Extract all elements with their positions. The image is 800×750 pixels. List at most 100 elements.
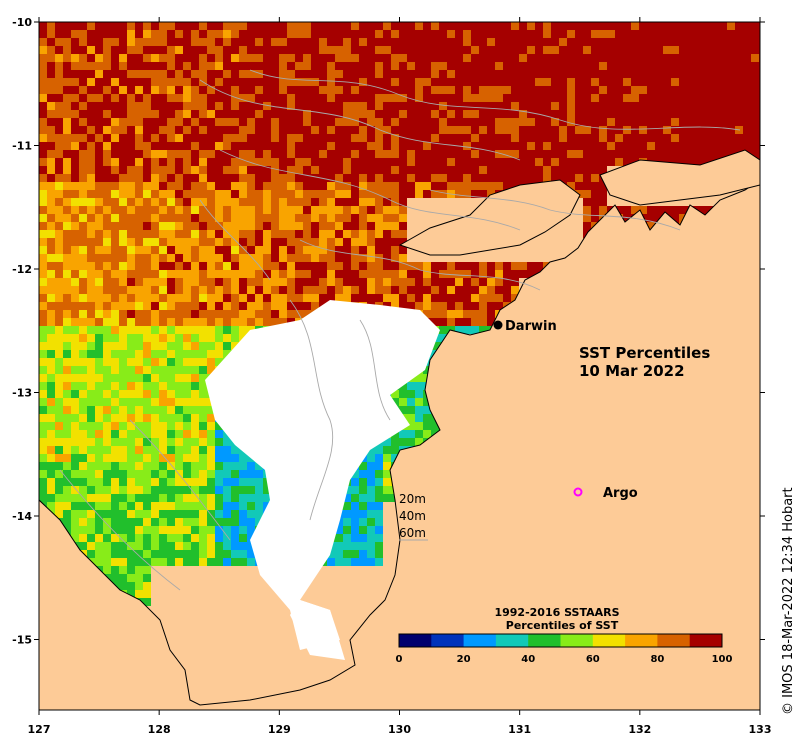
sst-cell [391,222,399,230]
sst-cell [143,510,151,518]
sst-cell [407,190,415,198]
sst-cell [151,334,159,342]
sst-cell [183,270,191,278]
sst-cell [143,566,151,574]
sst-cell [383,454,391,462]
sst-cell [199,166,207,174]
sst-cell [47,110,55,118]
sst-cell [311,102,319,110]
sst-cell [247,478,255,486]
sst-cell [135,46,143,54]
sst-cell [447,278,455,286]
sst-cell [415,118,423,126]
sst-cell [503,278,511,286]
sst-cell [391,54,399,62]
sst-cell [159,294,167,302]
sst-cell [527,46,535,54]
sst-cell [631,142,639,150]
sst-cell [375,246,383,254]
sst-cell [671,22,679,30]
sst-cell [71,30,79,38]
sst-cell [423,430,431,438]
sst-cell [151,142,159,150]
sst-cell [143,270,151,278]
sst-cell [263,190,271,198]
sst-cell [223,238,231,246]
sst-cell [543,22,551,30]
sst-cell [583,54,591,62]
sst-cell [279,230,287,238]
sst-cell [271,158,279,166]
sst-cell [159,30,167,38]
x-tick-label: 127 [28,723,51,736]
sst-cell [95,230,103,238]
sst-cell [303,174,311,182]
sst-cell [351,278,359,286]
sst-cell [175,302,183,310]
sst-cell [255,238,263,246]
sst-cell [191,174,199,182]
sst-cell [119,238,127,246]
sst-cell [391,70,399,78]
sst-cell [87,422,95,430]
sst-cell [319,238,327,246]
sst-cell [199,542,207,550]
sst-cell [87,118,95,126]
sst-cell [175,142,183,150]
sst-cell [607,110,615,118]
sst-cell [559,174,567,182]
sst-cell [383,294,391,302]
sst-cell [367,198,375,206]
sst-cell [111,502,119,510]
sst-cell [663,118,671,126]
sst-cell [247,542,255,550]
sst-cell [199,534,207,542]
sst-cell [479,102,487,110]
sst-cell [391,22,399,30]
sst-cell [479,262,487,270]
sst-cell [487,294,495,302]
sst-cell [495,110,503,118]
sst-cell [431,86,439,94]
sst-cell [287,150,295,158]
sst-cell [79,174,87,182]
sst-cell [751,78,759,86]
sst-cell [407,270,415,278]
sst-cell [391,150,399,158]
sst-cell [527,166,535,174]
sst-cell [95,86,103,94]
sst-cell [119,446,127,454]
sst-cell [223,438,231,446]
sst-cell [55,246,63,254]
sst-cell [143,70,151,78]
sst-cell [319,30,327,38]
sst-cell [103,398,111,406]
sst-cell [215,358,223,366]
sst-cell [359,502,367,510]
sst-cell [95,222,103,230]
sst-cell [727,22,735,30]
sst-cell [495,294,503,302]
sst-cell [239,102,247,110]
sst-cell [151,422,159,430]
sst-cell [223,230,231,238]
sst-cell [103,342,111,350]
sst-cell [167,350,175,358]
sst-cell [199,518,207,526]
sst-cell [111,358,119,366]
sst-cell [151,494,159,502]
sst-cell [367,22,375,30]
sst-cell [255,174,263,182]
sst-cell [47,134,55,142]
y-tick-label: -11 [12,140,32,153]
sst-cell [263,110,271,118]
sst-cell [519,54,527,62]
sst-cell [159,350,167,358]
sst-cell [647,78,655,86]
sst-cell [335,158,343,166]
sst-cell [655,214,663,222]
sst-cell [383,46,391,54]
sst-cell [503,30,511,38]
sst-cell [135,414,143,422]
sst-cell [367,294,375,302]
